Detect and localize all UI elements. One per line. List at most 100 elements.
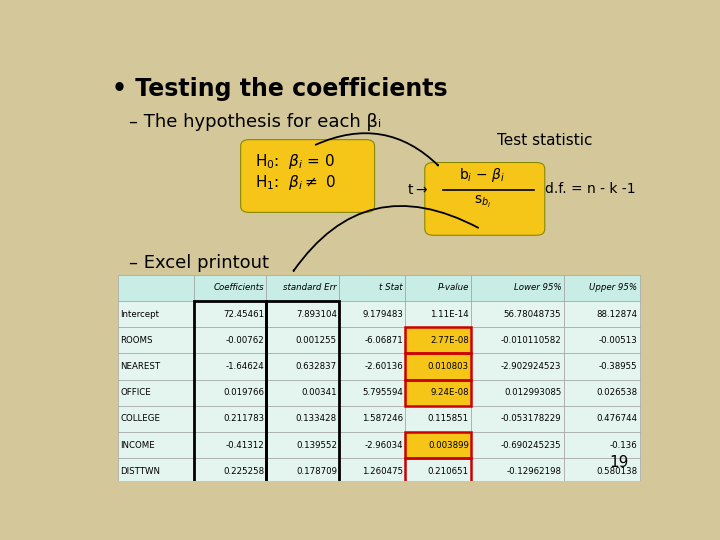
- Text: 72.45461: 72.45461: [223, 309, 264, 319]
- Bar: [471, 327, 564, 353]
- Text: 1.587246: 1.587246: [362, 414, 403, 423]
- Bar: [118, 327, 194, 353]
- Bar: [471, 275, 564, 301]
- Bar: [118, 301, 194, 327]
- Bar: [266, 275, 339, 301]
- Bar: [194, 327, 266, 353]
- Text: – The hypothesis for each βᵢ: – The hypothesis for each βᵢ: [129, 113, 382, 131]
- Bar: [405, 327, 471, 353]
- Bar: [405, 406, 471, 432]
- Bar: [194, 406, 266, 432]
- Bar: [118, 353, 194, 380]
- Bar: [564, 406, 639, 432]
- Bar: [339, 406, 405, 432]
- Bar: [339, 275, 405, 301]
- Bar: [194, 301, 266, 327]
- Text: H$_0$:  $\beta_i$ = 0: H$_0$: $\beta_i$ = 0: [255, 152, 335, 171]
- FancyBboxPatch shape: [425, 163, 545, 235]
- Bar: [118, 432, 194, 458]
- Text: t$\rightarrow$: t$\rightarrow$: [407, 183, 428, 197]
- Bar: [194, 432, 266, 458]
- Bar: [405, 380, 471, 406]
- Bar: [118, 275, 194, 301]
- Bar: [405, 432, 471, 458]
- Bar: [471, 432, 564, 458]
- Text: • Testing the coefficients: • Testing the coefficients: [112, 77, 448, 102]
- FancyBboxPatch shape: [240, 140, 374, 212]
- Text: -6.06871: -6.06871: [364, 336, 403, 345]
- Text: t Stat: t Stat: [379, 284, 403, 292]
- Text: -0.00513: -0.00513: [598, 336, 637, 345]
- Bar: [266, 458, 339, 484]
- Text: 9.24E-08: 9.24E-08: [431, 388, 469, 397]
- Text: d.f. = n - k -1: d.f. = n - k -1: [545, 181, 635, 195]
- Text: Coefficients: Coefficients: [214, 284, 264, 292]
- Text: s$_{b_i}$: s$_{b_i}$: [474, 194, 491, 210]
- Bar: [339, 301, 405, 327]
- Text: 0.178709: 0.178709: [296, 467, 337, 476]
- Bar: [118, 380, 194, 406]
- Text: 56.78048735: 56.78048735: [504, 309, 562, 319]
- Text: NEAREST: NEAREST: [120, 362, 161, 371]
- Text: -0.053178229: -0.053178229: [501, 414, 562, 423]
- Bar: [405, 353, 471, 380]
- Text: 0.210651: 0.210651: [428, 467, 469, 476]
- Text: OFFICE: OFFICE: [120, 388, 151, 397]
- Bar: [405, 327, 471, 353]
- Text: P-value: P-value: [438, 284, 469, 292]
- Bar: [405, 275, 471, 301]
- Bar: [564, 301, 639, 327]
- Text: 0.010803: 0.010803: [428, 362, 469, 371]
- Text: -2.60136: -2.60136: [364, 362, 403, 371]
- Bar: [194, 380, 266, 406]
- Text: 0.139552: 0.139552: [296, 441, 337, 449]
- Text: 7.893104: 7.893104: [296, 309, 337, 319]
- Text: 0.225258: 0.225258: [223, 467, 264, 476]
- Bar: [194, 353, 266, 380]
- Bar: [266, 327, 339, 353]
- Text: 0.026538: 0.026538: [596, 388, 637, 397]
- Bar: [564, 353, 639, 380]
- Text: – Excel printout: – Excel printout: [129, 254, 269, 272]
- Text: 0.632837: 0.632837: [296, 362, 337, 371]
- Text: 2.77E-08: 2.77E-08: [431, 336, 469, 345]
- Bar: [405, 380, 471, 406]
- Bar: [564, 275, 639, 301]
- Text: -0.136: -0.136: [610, 441, 637, 449]
- Bar: [564, 458, 639, 484]
- Text: -1.64624: -1.64624: [225, 362, 264, 371]
- Bar: [118, 458, 194, 484]
- Text: -0.010110582: -0.010110582: [500, 336, 562, 345]
- Text: 88.12874: 88.12874: [596, 309, 637, 319]
- Text: 0.001255: 0.001255: [296, 336, 337, 345]
- Text: 0.012993085: 0.012993085: [504, 388, 562, 397]
- Bar: [471, 353, 564, 380]
- Bar: [266, 301, 339, 484]
- Bar: [564, 327, 639, 353]
- Text: 5.795594: 5.795594: [362, 388, 403, 397]
- Text: 0.476744: 0.476744: [596, 414, 637, 423]
- Text: -0.12962198: -0.12962198: [506, 467, 562, 476]
- Bar: [471, 458, 564, 484]
- Bar: [194, 301, 266, 484]
- Text: 0.019766: 0.019766: [223, 388, 264, 397]
- Text: ROOMS: ROOMS: [120, 336, 153, 345]
- Bar: [339, 353, 405, 380]
- Bar: [266, 380, 339, 406]
- Bar: [471, 380, 564, 406]
- Bar: [405, 301, 471, 327]
- Bar: [405, 432, 471, 458]
- Text: H$_1$:  $\beta_i$$\neq$ 0: H$_1$: $\beta_i$$\neq$ 0: [255, 173, 336, 192]
- Bar: [339, 458, 405, 484]
- Text: -0.00762: -0.00762: [225, 336, 264, 345]
- Bar: [266, 432, 339, 458]
- Text: 0.211783: 0.211783: [223, 414, 264, 423]
- Text: 19: 19: [609, 455, 629, 470]
- Text: -2.96034: -2.96034: [364, 441, 403, 449]
- Text: COLLEGE: COLLEGE: [120, 414, 160, 423]
- Text: Test statistic: Test statistic: [498, 133, 593, 148]
- Text: INCOME: INCOME: [120, 441, 155, 449]
- Text: -0.690245235: -0.690245235: [501, 441, 562, 449]
- Text: DISTTWN: DISTTWN: [120, 467, 160, 476]
- Bar: [118, 406, 194, 432]
